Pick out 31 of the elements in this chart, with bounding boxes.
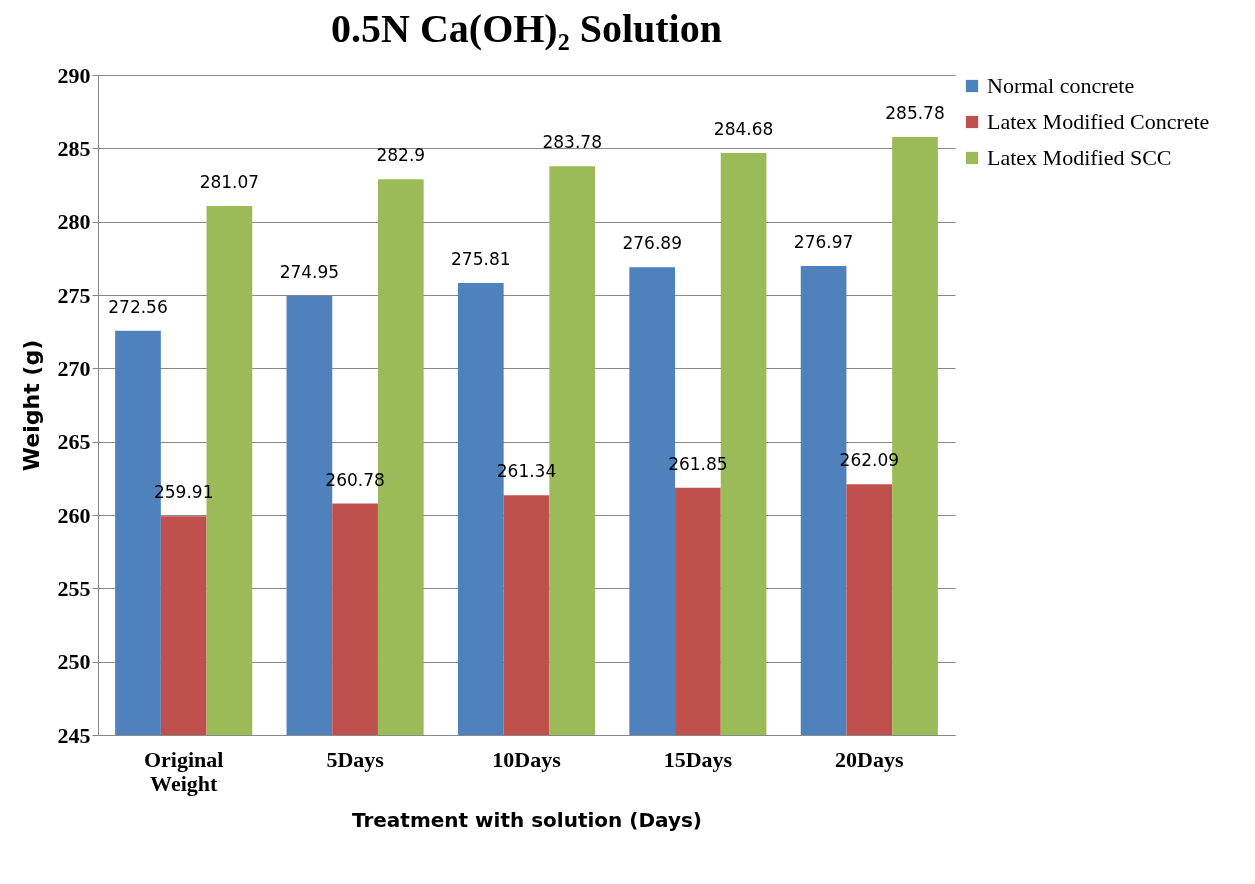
x-tick-label: 15Days xyxy=(663,746,733,772)
legend-label: Latex Modified SCC xyxy=(987,145,1172,170)
y-tick-label: 245 xyxy=(57,722,91,748)
x-tick-label: 5Days xyxy=(326,746,385,772)
data-label: 284.68 xyxy=(713,119,774,140)
x-tick-label: 10Days xyxy=(492,746,562,772)
data-label: 276.89 xyxy=(622,233,682,254)
data-label: 283.78 xyxy=(542,132,602,153)
data-label: 282.9 xyxy=(376,145,426,166)
x-axis-title: Treatment with solution (Days) xyxy=(352,807,702,832)
y-tick-label: 255 xyxy=(57,575,91,601)
y-tick-label: 270 xyxy=(57,355,91,381)
y-tick-label: 265 xyxy=(57,429,91,455)
y-tick-label: 290 xyxy=(57,62,91,88)
data-label: 285.78 xyxy=(885,102,945,123)
y-axis-title: Weight (g) xyxy=(18,339,44,472)
y-tick-label: 280 xyxy=(57,209,91,235)
y-tick-label: 275 xyxy=(57,282,91,308)
data-label: 272.56 xyxy=(108,296,168,317)
data-label: 274.95 xyxy=(279,261,340,282)
legend-label: Latex Modified Concrete xyxy=(987,109,1210,134)
chart-title: 0.5N Ca(OH)₂ Solution xyxy=(331,6,722,51)
y-tick-label: 260 xyxy=(57,502,91,528)
data-label: 281.07 xyxy=(199,171,260,192)
data-label: 275.81 xyxy=(451,249,511,270)
x-tick-label: Original Weight xyxy=(143,746,224,796)
y-tick-label: 285 xyxy=(57,135,91,161)
y-tick-label: 250 xyxy=(57,649,91,675)
data-label: 276.97 xyxy=(793,232,854,253)
legend-label: Normal concrete xyxy=(987,73,1135,98)
x-tick-label: 20Days xyxy=(835,746,904,772)
